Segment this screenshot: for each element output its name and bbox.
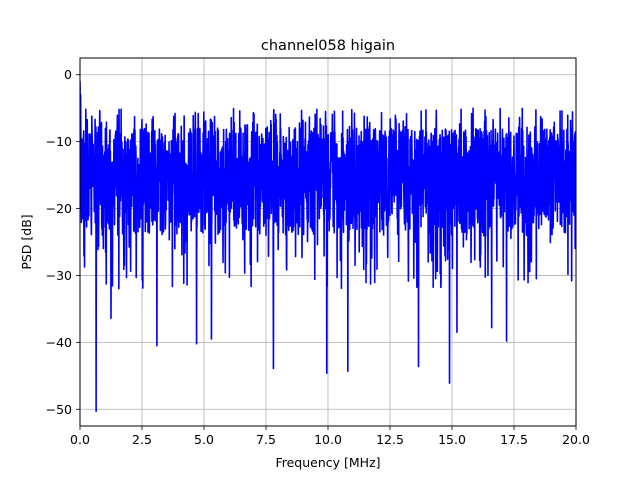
x-tick-label: 5.0 (194, 432, 214, 447)
y-tick-label: −50 (46, 402, 72, 417)
psd-trace (80, 81, 576, 413)
y-tick-label: −30 (46, 268, 72, 283)
x-tick-label: 15.0 (438, 432, 466, 447)
series-layer (80, 81, 576, 413)
x-tick-label: 10.0 (314, 432, 342, 447)
chart-title: channel058 higain (261, 38, 395, 54)
y-tick-label: −10 (46, 134, 72, 149)
x-tick-label: 12.5 (376, 432, 404, 447)
y-axis: 0 −10 −20 −30 −40 −50 (46, 67, 80, 417)
x-tick-label: 17.5 (500, 432, 528, 447)
x-axis-label: Frequency [MHz] (275, 455, 380, 470)
x-tick-label: 20.0 (562, 432, 590, 447)
x-tick-label: 2.5 (132, 432, 152, 447)
y-tick-label: −20 (46, 201, 72, 216)
x-axis: 0.0 2.5 5.0 7.5 10.0 12.5 15.0 17.5 20.0 (70, 426, 590, 447)
x-tick-label: 0.0 (70, 432, 90, 447)
y-tick-label: 0 (64, 67, 72, 82)
y-axis-label: PSD [dB] (19, 214, 34, 269)
y-tick-label: −40 (46, 335, 72, 350)
x-tick-label: 7.5 (256, 432, 276, 447)
